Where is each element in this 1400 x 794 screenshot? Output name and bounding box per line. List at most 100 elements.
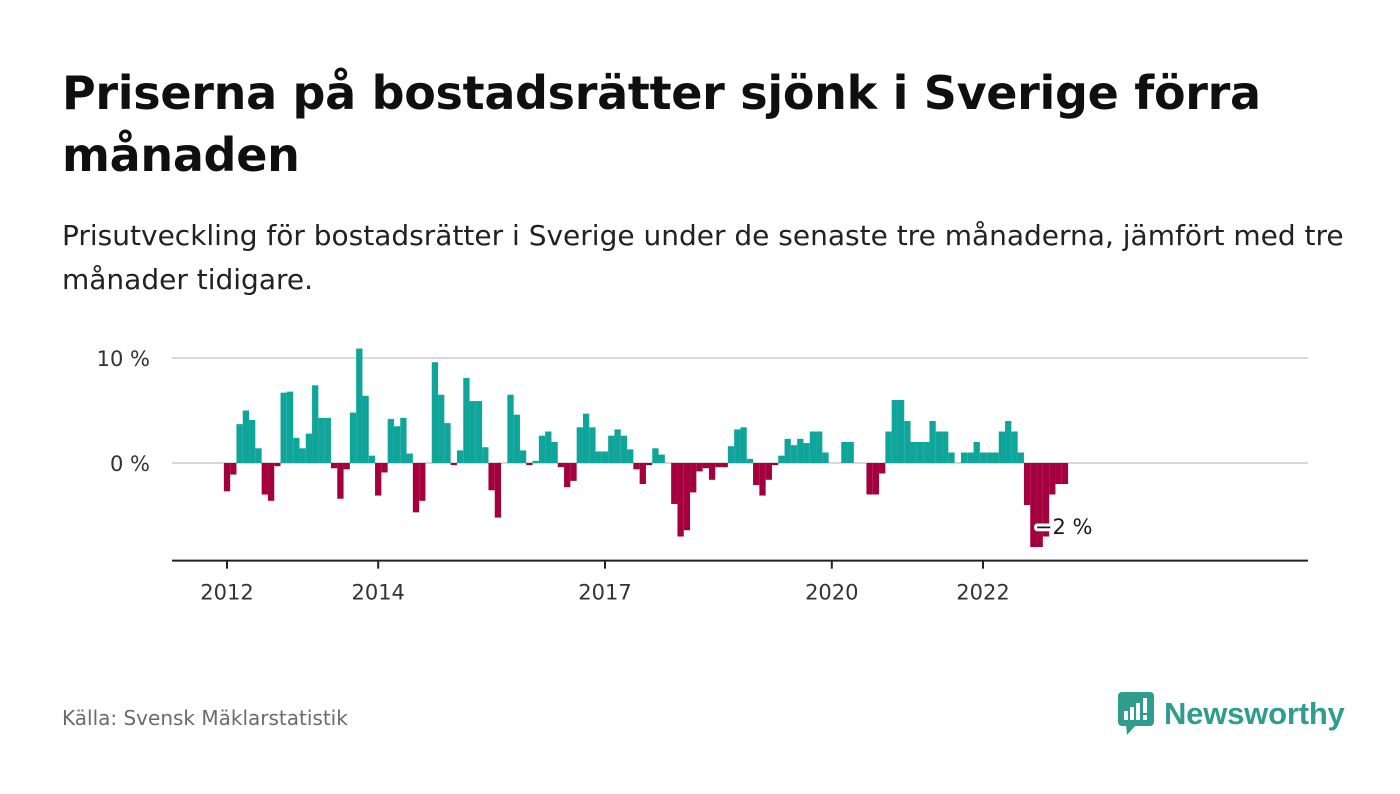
- chart-title: Priserna på bostadsrätter sjönk i Sverig…: [62, 66, 1261, 182]
- bar: [809, 431, 817, 463]
- chart-subtitle: Prisutveckling för bostadsrätter i Sveri…: [62, 219, 1344, 296]
- x-tick-label: 2020: [805, 581, 858, 605]
- bar: [948, 452, 955, 463]
- bar: [929, 421, 936, 463]
- y-tick-label: 0 %: [110, 452, 150, 476]
- bar: [324, 417, 331, 463]
- brand-logo[interactable]: Newsworthy: [1118, 690, 1345, 738]
- bar: [683, 463, 691, 531]
- bar: [765, 463, 772, 480]
- bar: [740, 427, 747, 463]
- bar: [450, 463, 457, 466]
- bar: [406, 453, 413, 463]
- bar: [803, 443, 810, 463]
- bar: [249, 419, 256, 463]
- bar: [1011, 431, 1018, 463]
- bar: [1049, 463, 1056, 495]
- bar: [727, 446, 735, 463]
- x-axis: [172, 559, 1308, 569]
- bar: [904, 421, 911, 463]
- bar: [797, 438, 804, 463]
- bar: [293, 437, 300, 463]
- bar: [267, 463, 275, 501]
- bar: [242, 410, 250, 463]
- labels: 10 %0 %2012 2014 2017 2020 2022−2 %−2 %: [97, 347, 1096, 605]
- bar: [992, 452, 999, 463]
- bar: [299, 448, 306, 463]
- bar: [349, 412, 357, 463]
- bar: [759, 463, 766, 496]
- bar: [576, 427, 583, 463]
- bar: [614, 429, 621, 463]
- bar: [1005, 421, 1012, 463]
- bar: [582, 413, 590, 463]
- bar: [223, 463, 231, 492]
- bar: [393, 426, 401, 463]
- bar: [1017, 452, 1024, 463]
- bar: [721, 463, 728, 468]
- bar: [1055, 463, 1062, 484]
- bar: [381, 463, 388, 473]
- bar: [482, 447, 489, 463]
- source-note: Källa: Svensk Mäklarstatistik: [62, 706, 348, 730]
- bar: [343, 463, 350, 470]
- bar: [318, 417, 325, 463]
- bar: [784, 438, 791, 463]
- bar: [337, 463, 344, 499]
- last-value-label-halo: −2 %: [1035, 515, 1093, 539]
- bar: [897, 400, 905, 463]
- bar: [255, 448, 262, 463]
- bar: [601, 451, 609, 463]
- bar: [645, 463, 653, 466]
- bar: [633, 463, 640, 470]
- bar: [431, 362, 439, 463]
- bar: [438, 394, 445, 463]
- bar: [494, 463, 502, 518]
- bar: [230, 463, 237, 475]
- bar: [627, 449, 634, 463]
- bar: [368, 455, 376, 463]
- bar: [778, 455, 785, 463]
- bar: [935, 431, 943, 463]
- bar: [771, 463, 779, 466]
- bar: [885, 431, 892, 463]
- bar: [866, 463, 873, 495]
- bar: [507, 394, 514, 463]
- bar: [753, 463, 760, 486]
- bar: [973, 442, 980, 463]
- bar: [312, 385, 319, 463]
- bar-chart: 10 %0 %2012 2014 2017 2020 2022−2 %−2 %: [97, 347, 1308, 605]
- bar: [274, 463, 281, 467]
- bar: [1030, 463, 1037, 547]
- bar: [469, 401, 476, 463]
- bar: [456, 450, 464, 463]
- newsworthy-logo-icon: [1118, 692, 1154, 735]
- bar: [286, 391, 294, 463]
- bar: [916, 442, 924, 463]
- bar: [910, 442, 917, 463]
- bar: [1036, 463, 1043, 547]
- bar: [671, 463, 678, 504]
- bar: [1023, 463, 1031, 505]
- bar: [652, 448, 659, 463]
- bar: [545, 431, 552, 463]
- bar: [419, 463, 426, 501]
- bars: [223, 348, 1069, 547]
- bar: [715, 463, 722, 468]
- bar: [816, 431, 823, 463]
- bar: [513, 414, 520, 463]
- bar: [847, 442, 854, 463]
- x-tick-label: 2022: [956, 581, 1009, 605]
- bar: [557, 463, 565, 468]
- bar: [412, 463, 420, 513]
- bar: [387, 418, 394, 463]
- bar: [400, 417, 407, 463]
- bar: [488, 463, 495, 491]
- bar: [526, 463, 533, 466]
- bar: [677, 463, 684, 537]
- bar: [280, 392, 287, 463]
- bar: [1061, 463, 1069, 484]
- bar: [690, 463, 697, 493]
- bar: [305, 433, 313, 463]
- bar: [1042, 463, 1050, 537]
